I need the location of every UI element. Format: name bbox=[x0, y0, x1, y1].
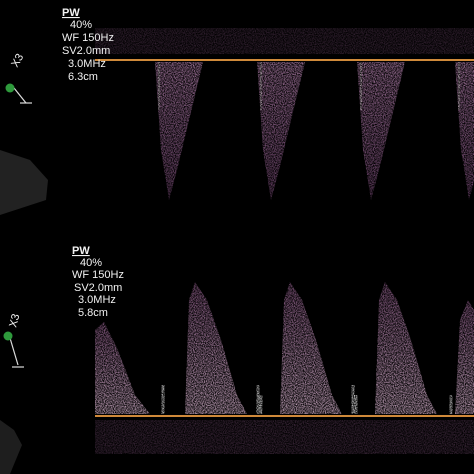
mode-label: PW bbox=[72, 245, 90, 257]
filter-label: WF 150Hz bbox=[72, 269, 124, 281]
spectral-trace-top bbox=[155, 62, 474, 200]
probe-dot bbox=[5, 83, 15, 93]
probe-dot bbox=[3, 331, 13, 341]
mode-label: PW bbox=[62, 7, 80, 19]
zoom-label: X3 bbox=[9, 52, 26, 70]
noise-band bbox=[95, 28, 474, 54]
spectral-trace-bottom bbox=[95, 282, 474, 414]
sample-volume-label: SV2.0mm bbox=[62, 45, 110, 57]
frequency-label: 3.0MHz bbox=[68, 58, 106, 70]
flow-envelope bbox=[375, 282, 437, 414]
flow-envelope bbox=[95, 322, 150, 414]
probe-marker bbox=[13, 87, 27, 104]
bmode-fragment bbox=[0, 150, 48, 215]
depth-label: 5.8cm bbox=[78, 307, 108, 319]
frequency-label: 3.0MHz bbox=[78, 294, 116, 306]
depth-label: 6.3cm bbox=[68, 71, 98, 83]
zoom-label: X3 bbox=[7, 313, 22, 329]
flow-envelope bbox=[185, 282, 247, 414]
gain-label: 40% bbox=[70, 19, 92, 31]
flow-envelope bbox=[155, 62, 203, 200]
flow-envelope bbox=[357, 62, 405, 200]
gain-label: 40% bbox=[80, 257, 102, 269]
probe-marker bbox=[9, 337, 19, 366]
flow-envelope bbox=[280, 282, 342, 414]
filter-label: WF 150Hz bbox=[62, 32, 114, 44]
sample-volume-label: SV2.0mm bbox=[74, 282, 122, 294]
flow-envelope bbox=[257, 62, 305, 200]
noise-band bbox=[95, 420, 474, 454]
flow-envelope bbox=[455, 300, 474, 414]
bmode-fragment bbox=[0, 420, 22, 474]
